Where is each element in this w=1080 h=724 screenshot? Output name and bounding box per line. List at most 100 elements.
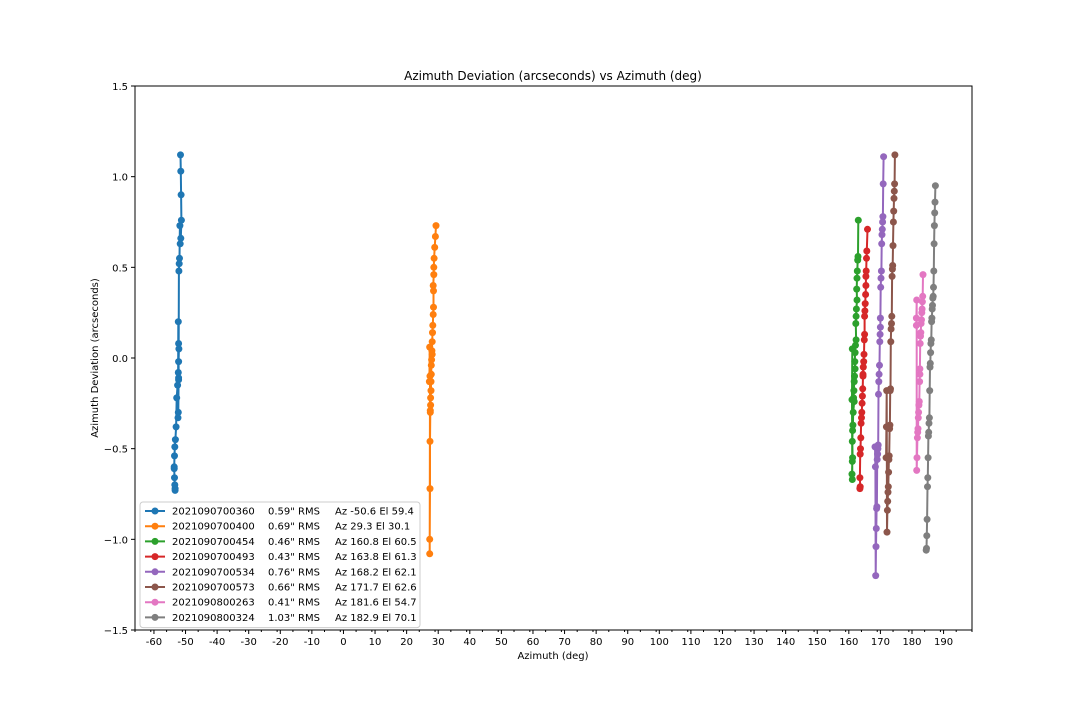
- x-tick-label: 140: [776, 637, 795, 648]
- data-point: [879, 180, 887, 188]
- data-point: [930, 267, 938, 275]
- data-point: [850, 378, 858, 386]
- data-point: [428, 356, 436, 364]
- data-point: [885, 468, 893, 476]
- data-point: [878, 225, 886, 233]
- data-point: [862, 282, 870, 289]
- legend-marker: [151, 507, 159, 515]
- data-point: [859, 372, 867, 380]
- data-point: [863, 247, 871, 255]
- x-tick-label: 160: [839, 637, 858, 648]
- data-point: [171, 443, 179, 451]
- data-point: [923, 515, 931, 523]
- data-point: [852, 336, 860, 344]
- x-tick-label: 20: [400, 637, 413, 648]
- x-tick-label: 30: [432, 637, 445, 648]
- data-point: [864, 225, 871, 233]
- legend-label-rms: 0.76" RMS: [268, 567, 320, 578]
- data-point: [173, 394, 181, 402]
- data-point: [853, 267, 861, 275]
- data-point: [876, 323, 884, 331]
- legend-label-position: Az 160.8 El 60.5: [335, 537, 417, 548]
- data-point: [918, 298, 926, 306]
- series-6: [882, 151, 899, 536]
- data-point: [875, 378, 883, 386]
- data-point: [854, 256, 862, 264]
- data-point: [922, 546, 930, 554]
- data-point: [888, 312, 896, 320]
- data-point: [174, 318, 182, 326]
- data-point: [860, 358, 868, 366]
- data-point: [876, 314, 884, 322]
- legend-label-position: Az -50.6 El 59.4: [335, 507, 414, 518]
- x-tick-label: 10: [369, 637, 382, 648]
- data-point: [926, 387, 934, 395]
- data-point: [859, 385, 867, 393]
- data-point: [852, 312, 860, 320]
- legend-entry: 2021090700493 0.43" RMS Az 163.8 El 61.3: [145, 552, 417, 563]
- legend-label-position: Az 163.8 El 61.3: [335, 552, 417, 563]
- data-point: [872, 525, 880, 532]
- data-point: [177, 151, 184, 159]
- data-point: [174, 414, 182, 422]
- data-point: [862, 272, 870, 280]
- data-point: [877, 267, 885, 275]
- data-point: [431, 243, 439, 251]
- x-axis-label: Azimuth (deg): [517, 651, 588, 662]
- data-point: [426, 343, 434, 351]
- data-point: [426, 535, 434, 543]
- data-point: [848, 457, 856, 465]
- data-point: [924, 474, 932, 482]
- data-point: [856, 450, 864, 458]
- legend-label-position: Az 182.9 El 70.1: [335, 613, 417, 624]
- data-point: [862, 291, 870, 298]
- data-point: [858, 414, 865, 422]
- legend-label-rms: 0.69" RMS: [268, 522, 320, 533]
- data-point: [914, 414, 922, 422]
- x-tick-label: 120: [713, 637, 732, 648]
- data-point: [887, 325, 895, 333]
- y-axis-label: Azimuth Deviation (arcseconds): [90, 278, 101, 438]
- data-point: [871, 463, 879, 471]
- x-tick-label: 180: [902, 637, 921, 648]
- data-point: [171, 474, 178, 482]
- data-point: [873, 505, 881, 512]
- data-point: [882, 454, 890, 462]
- data-point: [891, 180, 899, 188]
- data-point: [857, 445, 864, 453]
- data-point: [848, 470, 856, 478]
- data-point: [428, 338, 436, 346]
- legend-label-name: 2021090700573: [172, 583, 255, 594]
- legend-label-rms: 1.03" RMS: [268, 613, 320, 624]
- data-point: [177, 191, 185, 199]
- data-point: [875, 370, 883, 378]
- data-point: [427, 394, 435, 402]
- data-point: [861, 312, 869, 320]
- y-tick-label: 0.0: [112, 354, 128, 365]
- data-point: [429, 311, 437, 318]
- data-point: [878, 231, 886, 239]
- data-point: [889, 218, 897, 226]
- series-4: [856, 225, 871, 493]
- data-point: [851, 358, 859, 366]
- data-point: [871, 443, 879, 451]
- data-point: [930, 222, 938, 230]
- data-point: [427, 361, 435, 369]
- data-point: [848, 345, 856, 353]
- data-point: [430, 263, 438, 271]
- x-tick-label: 170: [871, 637, 890, 648]
- data-point: [919, 292, 927, 300]
- data-point: [171, 486, 179, 494]
- series-5: [871, 153, 888, 580]
- legend-label-position: Az 181.6 El 54.7: [335, 598, 417, 609]
- x-tick-label: -60: [146, 637, 162, 648]
- data-point: [854, 216, 862, 224]
- data-point: [172, 423, 180, 431]
- data-point: [927, 340, 935, 347]
- data-point: [924, 483, 931, 491]
- x-tick-label: -40: [209, 637, 225, 648]
- series-7: [912, 271, 927, 474]
- data-point: [930, 283, 937, 291]
- data-point: [861, 300, 869, 308]
- x-tick-label: -20: [272, 637, 288, 648]
